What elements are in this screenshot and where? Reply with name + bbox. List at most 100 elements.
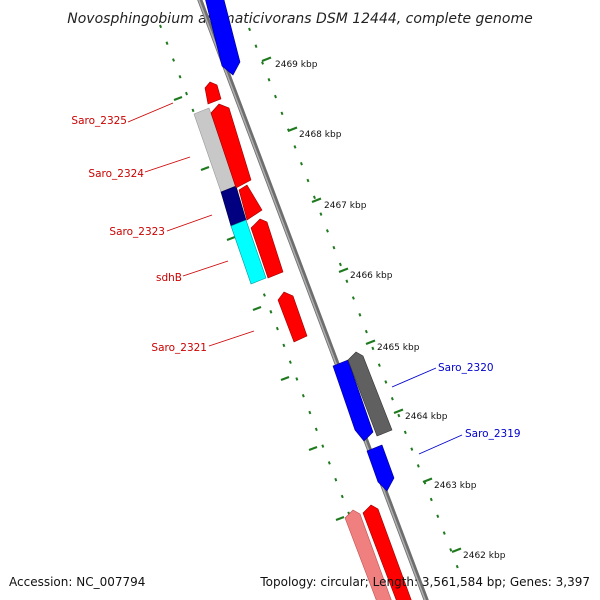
guide-dot [248,27,252,32]
guide-dot [416,464,420,468]
topology-text: Topology: circular; Length: 3,561,584 bp… [259,575,590,589]
gene-arrow[interactable] [210,103,252,189]
leader-line [418,434,463,455]
guide-dot [312,195,316,200]
guide-dot [165,41,169,45]
tick-labels: 2469 kbp 2468 kbp 2467 kbp 2466 kbp 2465… [275,60,506,561]
guide-dot [319,212,323,216]
guide-dot [455,564,459,569]
major-tick [451,547,462,554]
guide-dot [159,24,163,29]
major-tick [173,95,183,102]
tick-label: 2466 kbp [350,271,393,281]
guide-dot [334,477,338,482]
guide-dot [384,380,388,384]
gene-labels: Saro_2325 Saro_2324 Saro_2323 sdhB Saro_… [71,102,521,455]
gene-arrow[interactable] [362,504,412,600]
gene-label-saro-2324[interactable]: Saro_2324 [88,168,144,180]
gene-arrow[interactable] [204,81,222,105]
leader-line [391,367,437,388]
gene-arrow[interactable] [238,184,263,221]
guide-dot [358,313,362,317]
gene-label-saro-2319[interactable]: Saro_2319 [465,428,521,440]
gene-track [193,0,412,600]
guide-dot [364,329,368,334]
genome-title: Novosphingobium aromaticivorans DSM 1244… [67,11,532,27]
guide-dot [262,293,266,297]
guide-dot [345,279,349,283]
major-tick [422,477,433,484]
guide-dot [436,514,440,519]
tick-label: 2467 kbp [324,201,367,211]
guide-dot [178,75,182,79]
major-tick [280,375,290,382]
major-tick [365,339,376,346]
guide-dot [282,343,286,348]
tick-label: 2469 kbp [275,60,318,70]
guide-dot [293,145,297,149]
guide-dot [280,111,284,116]
guide-dot [314,427,318,432]
gene-arrow[interactable] [230,219,267,285]
guide-dot [449,548,453,552]
gene-label-saro-2320[interactable]: Saro_2320 [438,362,494,374]
gene-arrow[interactable] [344,509,392,600]
gene-arrow[interactable] [347,351,393,437]
guide-dot [191,108,195,113]
guide-dot [295,377,299,381]
guide-dot [308,410,312,415]
gene-arrow[interactable] [332,359,374,442]
guide-dot [390,396,394,401]
gene-label-sdhb[interactable]: sdhB [156,272,182,284]
guide-dot [299,161,303,166]
tick-label: 2465 kbp [377,343,420,353]
gene-label-saro-2325[interactable]: Saro_2325 [71,115,127,127]
guide-dot [269,310,273,314]
guide-dot [172,58,175,62]
guide-dot [397,413,401,418]
major-tick [335,515,345,522]
guide-dot [340,494,344,499]
guide-dot [301,393,305,398]
major-tick [226,235,236,242]
guide-dot [429,497,433,502]
major-tick [252,305,262,312]
guide-dot [325,229,329,233]
major-tick [261,56,272,63]
tick-label: 2463 kbp [434,481,477,491]
guide-dot [351,296,355,300]
leader-line [182,260,229,277]
guide-dot [254,44,258,48]
major-tick [311,197,322,204]
major-tick [393,408,404,415]
gene-arrow[interactable] [205,0,241,76]
leader-line [208,330,255,347]
major-tick [338,267,349,274]
guide-dot [338,262,342,267]
genome-backbone-highlight [198,0,426,600]
genome-backbone [197,0,429,600]
guide-dot [261,61,264,65]
guide-dot [321,444,325,448]
guide-dot [275,326,279,331]
gene-label-saro-2321[interactable]: Saro_2321 [151,342,207,354]
guide-dot [377,363,381,367]
leader-line [166,214,213,232]
gene-arrow[interactable] [250,218,284,279]
guide-dot [327,461,331,465]
guide-dot [332,245,336,250]
gene-arrow[interactable] [277,291,308,343]
gene-label-saro-2323[interactable]: Saro_2323 [109,226,165,238]
guide-dot [306,178,310,183]
tick-label: 2464 kbp [405,412,448,422]
gene-arrow[interactable] [366,444,395,492]
guide-dot [267,78,271,82]
accession-text: Accession: NC_007794 [9,575,145,589]
major-tick [287,126,298,133]
guide-dot [410,447,414,451]
guide-dot [442,531,446,535]
major-tick [200,165,210,172]
guide-dot [288,360,292,364]
major-tick [308,445,318,452]
